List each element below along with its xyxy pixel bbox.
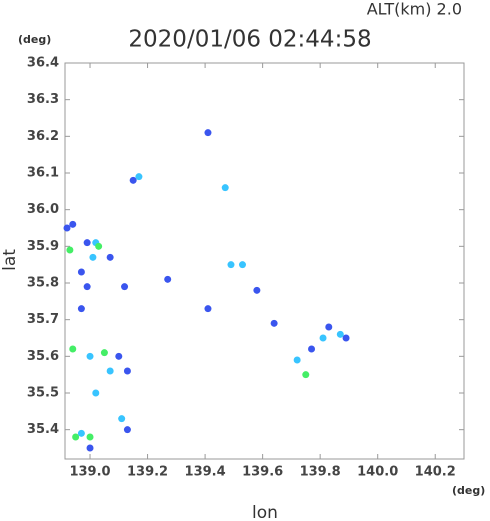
echo-point	[66, 246, 74, 254]
echo-point	[89, 253, 97, 261]
x-tick-label: 139.2	[127, 465, 168, 480]
x-tick-label: 139.8	[300, 465, 341, 480]
echo-point	[270, 319, 278, 327]
echo-point	[293, 356, 301, 364]
y-tick-label: 35.7	[27, 312, 59, 327]
echo-point	[123, 367, 131, 375]
echo-point	[253, 286, 261, 294]
echo-point	[63, 224, 71, 232]
y-axis-label: lat	[0, 249, 20, 271]
y-unit: (deg)	[18, 33, 51, 46]
echo-point	[204, 305, 212, 313]
x-tick-label: 140.2	[415, 465, 456, 480]
x-tick-label: 139.0	[69, 465, 110, 480]
echo-point	[336, 330, 344, 338]
x-tick-label: 139.6	[242, 465, 283, 480]
plot-frame	[64, 62, 465, 460]
echo-point	[204, 129, 212, 137]
x-axis-label: lon	[252, 503, 278, 521]
echo-point	[95, 242, 103, 250]
echo-point	[221, 184, 229, 192]
x-tick-label: 140.0	[357, 465, 398, 480]
echo-point	[342, 334, 350, 342]
echo-point	[238, 261, 246, 269]
echo-point	[83, 283, 91, 291]
echo-point	[69, 345, 77, 353]
x-unit: (deg)	[452, 484, 485, 497]
echo-point	[106, 367, 114, 375]
echo-point	[77, 305, 85, 313]
x-tick-label: 139.4	[185, 465, 226, 480]
echo-point	[106, 253, 114, 261]
echo-point	[86, 352, 94, 360]
echo-point	[121, 283, 129, 291]
echo-point	[86, 444, 94, 452]
echo-point	[325, 323, 333, 331]
y-tick-label: 35.8	[27, 276, 59, 291]
echo-point	[69, 220, 77, 228]
y-tick-label: 36.3	[27, 92, 59, 107]
echo-point	[227, 261, 235, 269]
y-tick-label: 36.2	[27, 129, 59, 144]
echo-point	[77, 268, 85, 276]
y-tick-label: 36.4	[27, 56, 59, 71]
y-tick-label: 35.6	[27, 349, 59, 364]
echo-point	[135, 173, 143, 181]
echo-point	[123, 426, 131, 434]
y-tick-label: 36.0	[27, 202, 59, 217]
echo-point	[164, 275, 172, 283]
altitude-label: ALT(km) 2.0	[367, 0, 462, 19]
echo-point	[92, 389, 100, 397]
echo-point	[129, 176, 137, 184]
echo-point	[77, 429, 85, 437]
echo-point	[115, 352, 123, 360]
echo-point	[302, 371, 310, 379]
echo-point	[86, 433, 94, 441]
y-tick-label: 35.4	[27, 422, 59, 437]
echo-point	[308, 345, 316, 353]
echo-point	[319, 334, 327, 342]
echo-point	[83, 239, 91, 247]
echo-point	[100, 349, 108, 357]
y-tick-label: 35.9	[27, 239, 59, 254]
echo-point	[72, 433, 80, 441]
y-tick-label: 35.5	[27, 386, 59, 401]
y-tick-label: 36.1	[27, 166, 59, 181]
echo-point	[118, 415, 126, 423]
chart-title: 2020/01/06 02:44:58	[128, 27, 371, 53]
